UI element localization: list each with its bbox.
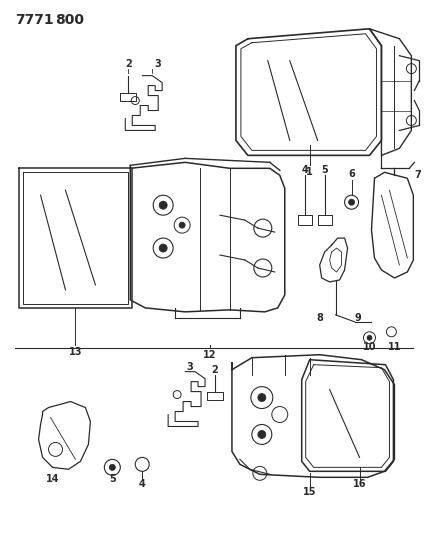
Text: 2: 2 xyxy=(211,365,218,375)
Text: 14: 14 xyxy=(46,474,59,484)
Text: 7: 7 xyxy=(414,171,421,180)
Text: 3: 3 xyxy=(187,362,193,372)
Circle shape xyxy=(159,244,167,252)
Text: 12: 12 xyxy=(203,350,217,360)
Text: 16: 16 xyxy=(353,479,366,489)
Circle shape xyxy=(367,335,372,340)
Text: 5: 5 xyxy=(109,474,116,484)
Circle shape xyxy=(348,199,354,205)
Circle shape xyxy=(179,222,185,228)
Text: 11: 11 xyxy=(388,342,401,352)
Text: 15: 15 xyxy=(303,487,316,497)
Circle shape xyxy=(258,431,266,439)
Circle shape xyxy=(159,201,167,209)
Text: 13: 13 xyxy=(69,347,82,357)
Text: 2: 2 xyxy=(125,59,132,69)
Text: 10: 10 xyxy=(363,342,376,352)
Text: 800: 800 xyxy=(56,13,84,27)
Text: 4: 4 xyxy=(301,165,308,175)
Text: 9: 9 xyxy=(354,313,361,323)
Text: 6: 6 xyxy=(348,169,355,179)
Text: 1: 1 xyxy=(306,167,313,177)
Circle shape xyxy=(109,464,115,470)
Text: 7771: 7771 xyxy=(15,13,53,27)
Text: 8: 8 xyxy=(316,313,323,323)
Text: 4: 4 xyxy=(139,479,146,489)
Text: 5: 5 xyxy=(321,165,328,175)
Circle shape xyxy=(258,393,266,401)
Text: 3: 3 xyxy=(155,59,161,69)
